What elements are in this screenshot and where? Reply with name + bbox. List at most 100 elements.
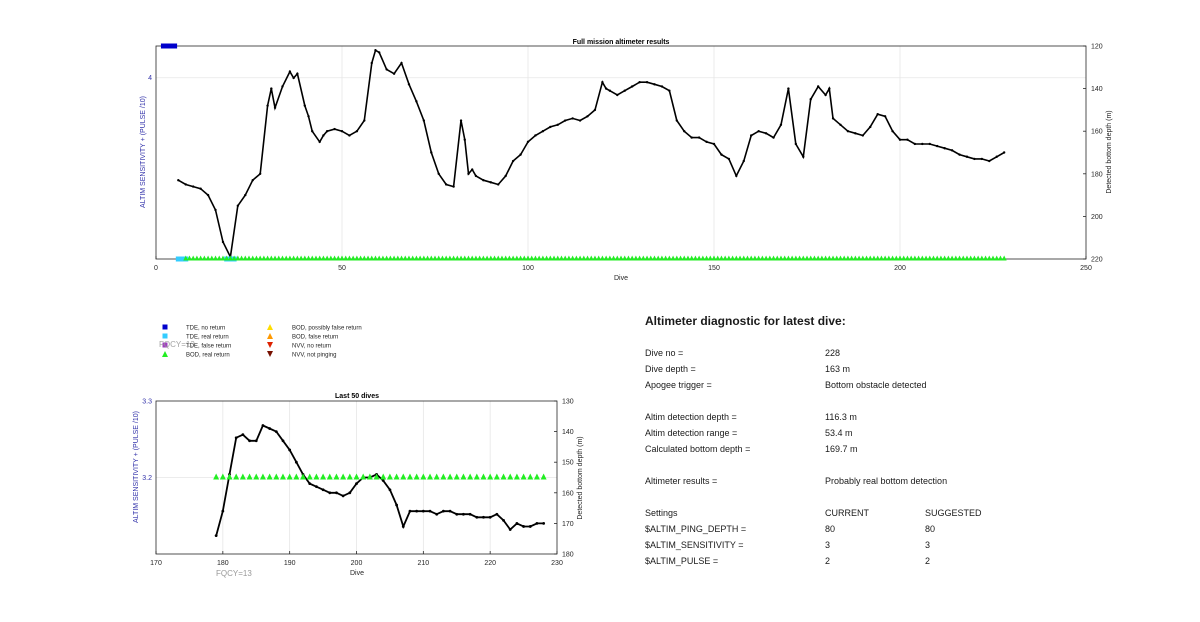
bod-real-return-marker	[507, 473, 514, 480]
y-right-tick-label: 120	[1091, 44, 1103, 51]
bottom-depth-point	[764, 132, 768, 135]
bottom-depth-point	[482, 178, 485, 182]
bod-real-return-marker	[227, 255, 233, 261]
bod-real-return-marker	[399, 255, 405, 261]
bod-real-return-marker	[540, 473, 547, 480]
current-label: CURRENT	[825, 508, 869, 518]
bod-real-return-marker	[942, 255, 948, 261]
bod-real-return-marker	[521, 255, 527, 261]
bottom-depth-point	[348, 134, 351, 137]
x-tick-label: 190	[284, 560, 296, 567]
bod-real-return-marker	[867, 255, 873, 261]
bod-real-return-marker	[622, 255, 628, 261]
bod-real-return-marker	[651, 255, 657, 261]
bottom-depth-point	[370, 61, 373, 65]
bottom-depth-point	[943, 147, 946, 150]
bottom-depth-point	[839, 123, 842, 127]
top-chart-xlabel: Dive	[614, 275, 628, 282]
bod-real-return-marker	[250, 255, 256, 261]
bod-real-return-marker	[756, 255, 762, 261]
bottom-depth-point	[630, 85, 634, 88]
bottom-depth-point	[831, 117, 835, 120]
legend-marker	[162, 351, 168, 357]
bod-real-return-marker	[190, 255, 196, 261]
bottom-depth-point	[335, 491, 338, 495]
bod-real-return-marker	[919, 255, 925, 261]
bod-real-return-marker	[239, 473, 246, 480]
bod-real-return-marker	[261, 255, 267, 261]
bod-real-return-marker	[547, 255, 553, 261]
bod-real-return-marker	[332, 255, 338, 261]
bod-real-return-marker	[607, 255, 613, 261]
bod-real-return-marker	[845, 255, 851, 261]
top-chart-ylabel-left: ALTIM SENSITIVITY + (PULSE /10)	[140, 96, 147, 208]
bottom-depth-point	[395, 503, 398, 507]
bottom-depth-point	[876, 112, 879, 116]
bod-real-return-marker	[458, 255, 464, 261]
bod-real-return-marker	[670, 255, 676, 261]
bod-real-return-marker	[983, 255, 989, 261]
bottom-depth-point	[891, 130, 894, 133]
bottom-depth-point	[400, 61, 403, 65]
bottom-depth-point	[816, 85, 820, 88]
bottom-depth-point	[441, 509, 445, 513]
bottom-depth-point	[564, 119, 567, 122]
bod-real-return-marker	[406, 473, 413, 480]
bod-real-return-marker	[460, 473, 467, 480]
bottom-chart-title: Last 50 dives	[335, 393, 379, 400]
bottom-depth-point	[502, 518, 505, 522]
bod-real-return-marker	[454, 255, 460, 261]
y-right-tick-label: 160	[562, 490, 574, 497]
bottom-depth-point	[653, 83, 656, 86]
tde-real-return-marker	[179, 256, 185, 262]
setting-suggested: 80	[925, 524, 936, 534]
bottom-depth-point	[363, 119, 366, 122]
bod-real-return-marker	[487, 473, 494, 480]
bottom-depth-point	[474, 174, 478, 178]
bottom-depth-point	[936, 144, 939, 148]
bottom-depth-line	[215, 424, 544, 536]
bod-real-return-marker	[500, 473, 507, 480]
bottom-depth-point	[268, 427, 272, 430]
bod-real-return-marker	[994, 255, 1000, 261]
bottom-depth-point	[459, 119, 463, 122]
bottom-depth-point	[541, 130, 545, 133]
bottom-depth-point	[270, 87, 273, 90]
bod-real-return-marker	[692, 255, 698, 261]
bod-real-return-marker	[353, 473, 360, 480]
bod-real-return-marker	[596, 255, 602, 261]
bod-real-return-marker	[372, 255, 378, 261]
bod-real-return-marker	[533, 473, 540, 480]
bod-real-return-marker	[767, 255, 773, 261]
bod-real-return-marker	[432, 255, 438, 261]
bottom-depth-point	[292, 76, 295, 80]
bod-real-return-marker	[346, 255, 352, 261]
bod-real-return-marker	[257, 255, 263, 261]
bod-real-return-marker	[386, 473, 393, 480]
bod-real-return-marker	[194, 255, 200, 261]
x-tick-label: 170	[150, 560, 162, 567]
bod-real-return-marker	[893, 255, 899, 261]
bottom-depth-point	[452, 185, 455, 188]
bottom-depth-point	[828, 87, 831, 90]
bod-real-return-marker	[949, 255, 955, 261]
bod-real-return-marker	[971, 255, 977, 261]
bottom-depth-point	[712, 142, 716, 146]
bod-real-return-marker	[473, 473, 480, 480]
bod-real-return-marker	[298, 255, 304, 261]
bod-real-return-marker	[625, 255, 631, 261]
bod-real-return-marker	[592, 255, 598, 261]
bod-real-return-marker	[219, 473, 226, 480]
bod-real-return-marker	[752, 255, 758, 261]
bod-real-return-marker	[875, 255, 881, 261]
bottom-depth-point	[236, 204, 240, 207]
bottom-depth-point	[488, 515, 492, 519]
bod-real-return-marker	[707, 255, 713, 261]
bod-real-return-marker	[908, 255, 914, 261]
bod-real-return-marker	[789, 255, 795, 261]
bod-real-return-marker	[326, 473, 333, 480]
bod-real-return-marker	[573, 255, 579, 261]
legend-label: NVV, not pinging	[292, 353, 336, 359]
bod-real-return-marker	[953, 255, 959, 261]
bod-real-return-marker	[520, 473, 527, 480]
